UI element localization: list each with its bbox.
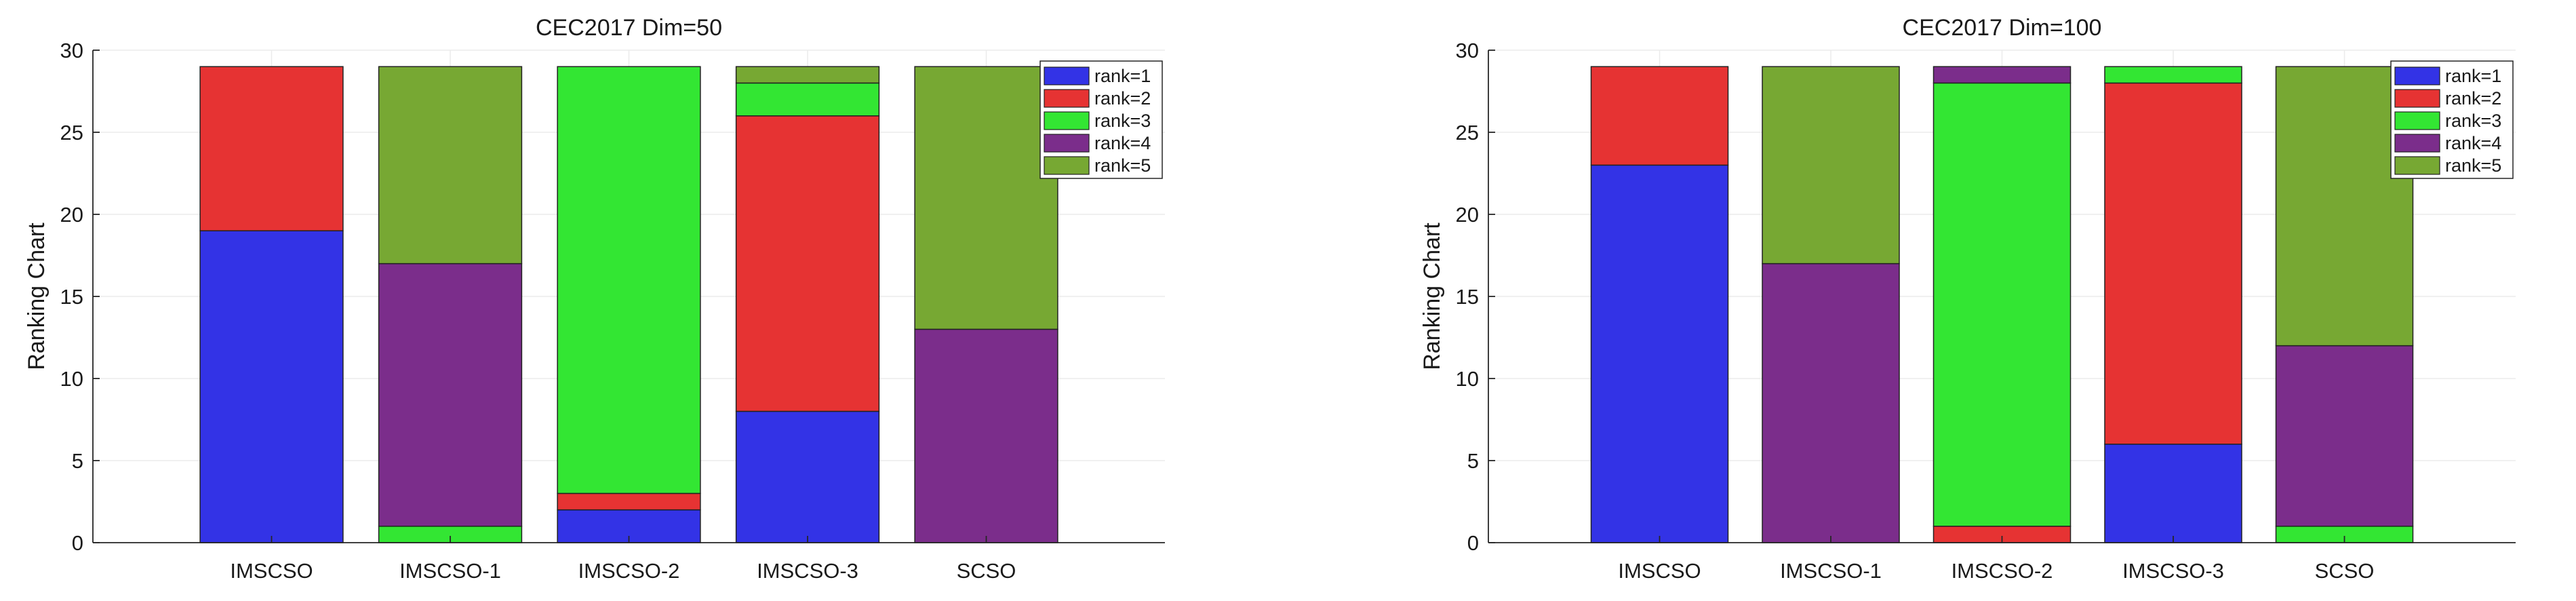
legend-swatch	[1044, 66, 1090, 85]
x-tick-label: IMSCSO	[230, 559, 313, 583]
bar-segment	[735, 66, 880, 84]
y-tick-label: 30	[60, 39, 83, 62]
bar-segment	[1933, 66, 2072, 84]
bar-segment	[1762, 263, 1900, 543]
chart-title: CEC2017 Dim=100	[1903, 15, 2102, 41]
bar-segment	[2104, 82, 2242, 445]
x-tick-label: IMSCSO-3	[757, 559, 858, 583]
x-tick-label: IMSCSO-1	[1780, 559, 1882, 583]
y-tick-label: 15	[1456, 285, 1479, 309]
x-tick-label: IMSCSO-2	[1951, 559, 2053, 583]
bar-segment	[2104, 66, 2242, 84]
legend-swatch	[2394, 111, 2440, 130]
legend-swatch	[1044, 156, 1090, 175]
legend-label: rank=2	[1094, 88, 1151, 109]
bar-segment	[1590, 66, 1729, 166]
y-tick-label: 20	[60, 203, 83, 227]
y-tick-label: 25	[1456, 121, 1479, 144]
legend-label: rank=5	[2445, 155, 2501, 176]
y-axis-label: Ranking Chart	[24, 222, 49, 370]
bar-segment	[2275, 66, 2414, 347]
x-tick-label: SCSO	[957, 559, 1016, 583]
y-tick-label: 25	[60, 121, 83, 144]
bar-segment	[378, 263, 523, 527]
bar-segment	[378, 66, 523, 265]
chart-panel-2: 0 5 10 15 20 25 30 IMSCSO IMSCSO-1 IMSCSO-2 IMSCSO…	[1419, 15, 2516, 583]
legend-swatch	[1044, 89, 1090, 108]
bar-segment	[914, 328, 1058, 543]
y-tick-label: 0	[72, 531, 83, 555]
legend-swatch	[2394, 89, 2440, 108]
bar-segment	[1590, 164, 1729, 543]
bar-segment	[735, 410, 880, 543]
y-tick-label: 5	[1467, 449, 1479, 473]
y-tick-label: 10	[60, 367, 83, 391]
bar-segment	[914, 66, 1058, 330]
bar-segment	[199, 66, 344, 231]
bar-segment	[557, 66, 701, 495]
legend-label: rank=2	[2445, 88, 2501, 109]
x-tick-label: IMSCSO-2	[578, 559, 680, 583]
y-tick-label: 10	[1456, 367, 1479, 391]
legend-label: rank=3	[1094, 111, 1151, 131]
y-tick-label: 15	[60, 285, 83, 309]
bar-segment	[735, 82, 880, 117]
legend-label: rank=4	[2445, 133, 2501, 153]
legend-swatch	[2394, 134, 2440, 153]
legend-swatch	[1044, 111, 1090, 130]
x-tick-label: IMSCSO-1	[399, 559, 501, 583]
bar-segment	[735, 115, 880, 412]
bar-segment	[199, 230, 344, 543]
y-tick-label: 20	[1456, 203, 1479, 227]
chart-panel-1: 0 5 10 15 20 25 30 IMSCSO IMSCSO-1 IMSCSO-2 IMSCSO…	[24, 15, 1165, 583]
bar-segment	[557, 492, 701, 511]
y-axis-label: Ranking Chart	[1419, 222, 1445, 370]
legend-label: rank=4	[1094, 133, 1151, 153]
legend-label: rank=1	[2445, 66, 2501, 86]
legend-label: rank=5	[1094, 155, 1151, 176]
y-tick-label: 30	[1456, 39, 1479, 62]
y-tick-label: 0	[1467, 531, 1479, 555]
chart-title: CEC2017 Dim=50	[536, 15, 722, 41]
bar-segment	[2104, 444, 2242, 543]
legend-label: rank=1	[1094, 66, 1151, 86]
x-tick-label: IMSCSO-3	[2122, 559, 2224, 583]
y-tick-label: 5	[72, 449, 83, 473]
legend-swatch	[2394, 66, 2440, 85]
legend-label: rank=3	[2445, 111, 2501, 131]
x-tick-label: SCSO	[2315, 559, 2375, 583]
legend-swatch	[2394, 156, 2440, 175]
bar-segment	[1933, 82, 2072, 527]
legend-swatch	[1044, 134, 1090, 153]
x-tick-label: IMSCSO	[1618, 559, 1701, 583]
bar-segment	[2275, 345, 2414, 527]
bar-segment	[1762, 66, 1900, 265]
